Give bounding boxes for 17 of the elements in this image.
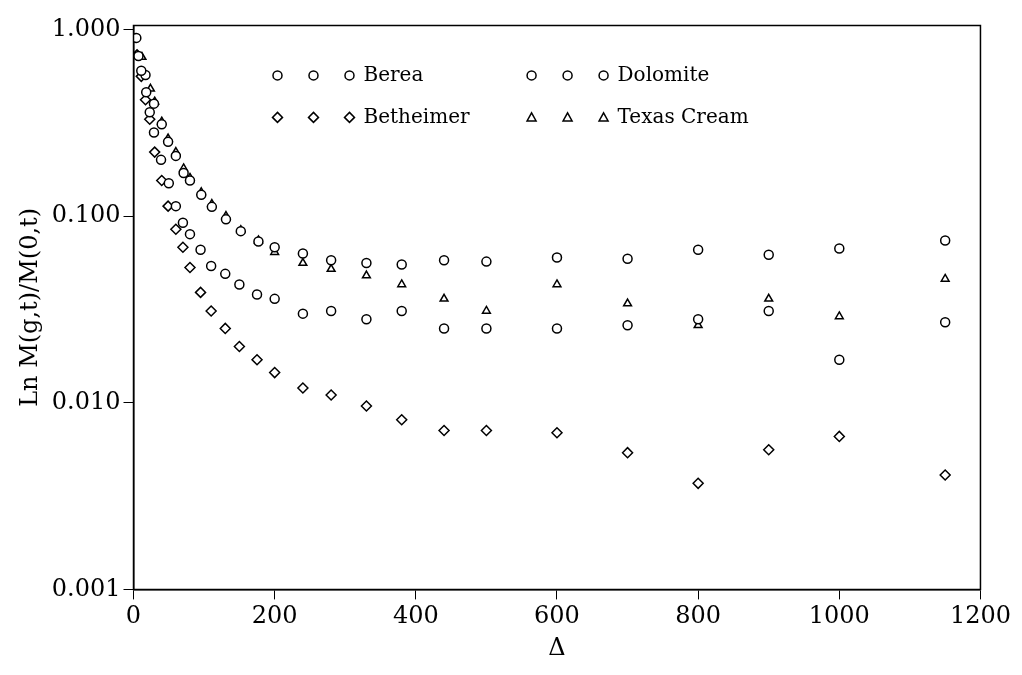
x-tick-label: 1000 (808, 601, 870, 630)
y-tick-label: 1.000 (51, 13, 121, 42)
x-tick-label: 600 (534, 601, 580, 630)
x-tick-label: 400 (392, 601, 439, 630)
y-tick-label: 0.001 (51, 573, 121, 602)
x-tick-label: 1200 (949, 601, 1011, 630)
x-tick-label: 200 (251, 601, 298, 630)
x-tick-label: 0 (125, 601, 142, 630)
y-axis-title: Ln M(g,t)/M(0,t) (14, 207, 43, 407)
legend-label: Dolomite (617, 61, 710, 86)
legend-label: Betheimer (363, 103, 470, 128)
y-tick-label: 0.100 (51, 200, 121, 229)
y-tick-label: 0.010 (51, 386, 121, 415)
x-tick-label: 800 (675, 601, 722, 630)
legend-label: Berea (363, 61, 424, 86)
x-axis-title: Δ (548, 632, 566, 661)
legend-label: Texas Cream (617, 103, 749, 128)
